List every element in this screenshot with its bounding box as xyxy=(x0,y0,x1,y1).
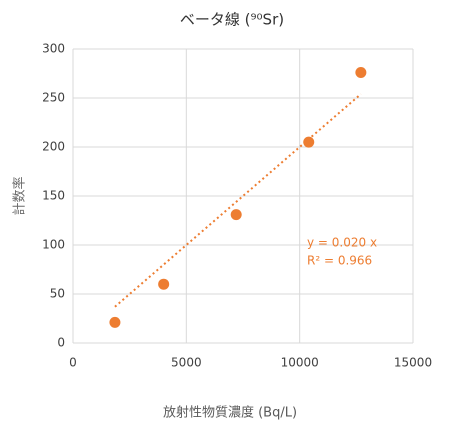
data-point xyxy=(109,316,121,328)
y-tick-label: 50 xyxy=(50,287,65,301)
chart-title: ベータ線 (⁹⁰Sr) xyxy=(180,11,284,29)
y-tick-label: 300 xyxy=(42,42,65,56)
y-tick-label: 150 xyxy=(42,189,65,203)
y-tick-label: 250 xyxy=(42,91,65,105)
y-tick-label: 200 xyxy=(42,140,65,154)
x-tick-label: 10000 xyxy=(281,356,319,370)
trendline xyxy=(114,93,362,308)
data-point xyxy=(355,67,367,79)
data-point xyxy=(230,209,242,221)
trendline-r2: R² = 0.966 xyxy=(307,254,372,268)
x-tick-label: 5000 xyxy=(171,356,202,370)
y-tick-label: 0 xyxy=(57,336,65,350)
y-axis-label: 計数率 xyxy=(12,176,28,215)
trendline-equation: y = 0.020 x xyxy=(307,236,377,250)
x-tick-label: 0 xyxy=(69,356,77,370)
x-axis-label: 放射性物質濃度 (Bq/L) xyxy=(163,405,297,421)
data-point xyxy=(158,278,170,290)
y-tick-label: 100 xyxy=(42,238,65,252)
data-point xyxy=(303,136,315,148)
x-tick-label: 15000 xyxy=(394,356,432,370)
